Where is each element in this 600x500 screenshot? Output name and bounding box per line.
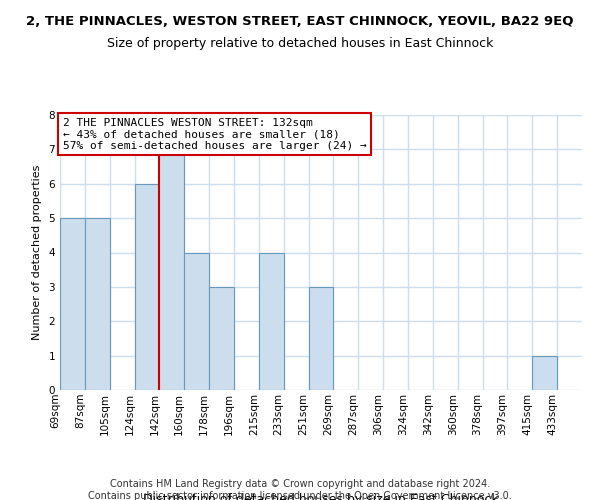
Bar (184, 252, 209, 390)
Text: 2, THE PINNACLES, WESTON STREET, EAST CHINNOCK, YEOVIL, BA22 9EQ: 2, THE PINNACLES, WESTON STREET, EAST CH… (26, 15, 574, 28)
Bar (532, 356, 557, 390)
Bar (160, 150, 184, 390)
Bar (209, 287, 234, 390)
Text: Contains HM Land Registry data © Crown copyright and database right 2024.: Contains HM Land Registry data © Crown c… (110, 479, 490, 489)
X-axis label: Distribution of detached houses by size in East Chinnock: Distribution of detached houses by size … (143, 493, 499, 500)
Bar (85, 218, 110, 390)
Text: Contains public sector information licensed under the Open Government Licence v3: Contains public sector information licen… (88, 491, 512, 500)
Text: 2 THE PINNACLES WESTON STREET: 132sqm
← 43% of detached houses are smaller (18)
: 2 THE PINNACLES WESTON STREET: 132sqm ← … (62, 118, 367, 151)
Text: Size of property relative to detached houses in East Chinnock: Size of property relative to detached ho… (107, 38, 493, 51)
Bar (308, 287, 334, 390)
Bar (134, 184, 160, 390)
Y-axis label: Number of detached properties: Number of detached properties (32, 165, 41, 340)
Bar (60, 218, 85, 390)
Bar (259, 252, 284, 390)
